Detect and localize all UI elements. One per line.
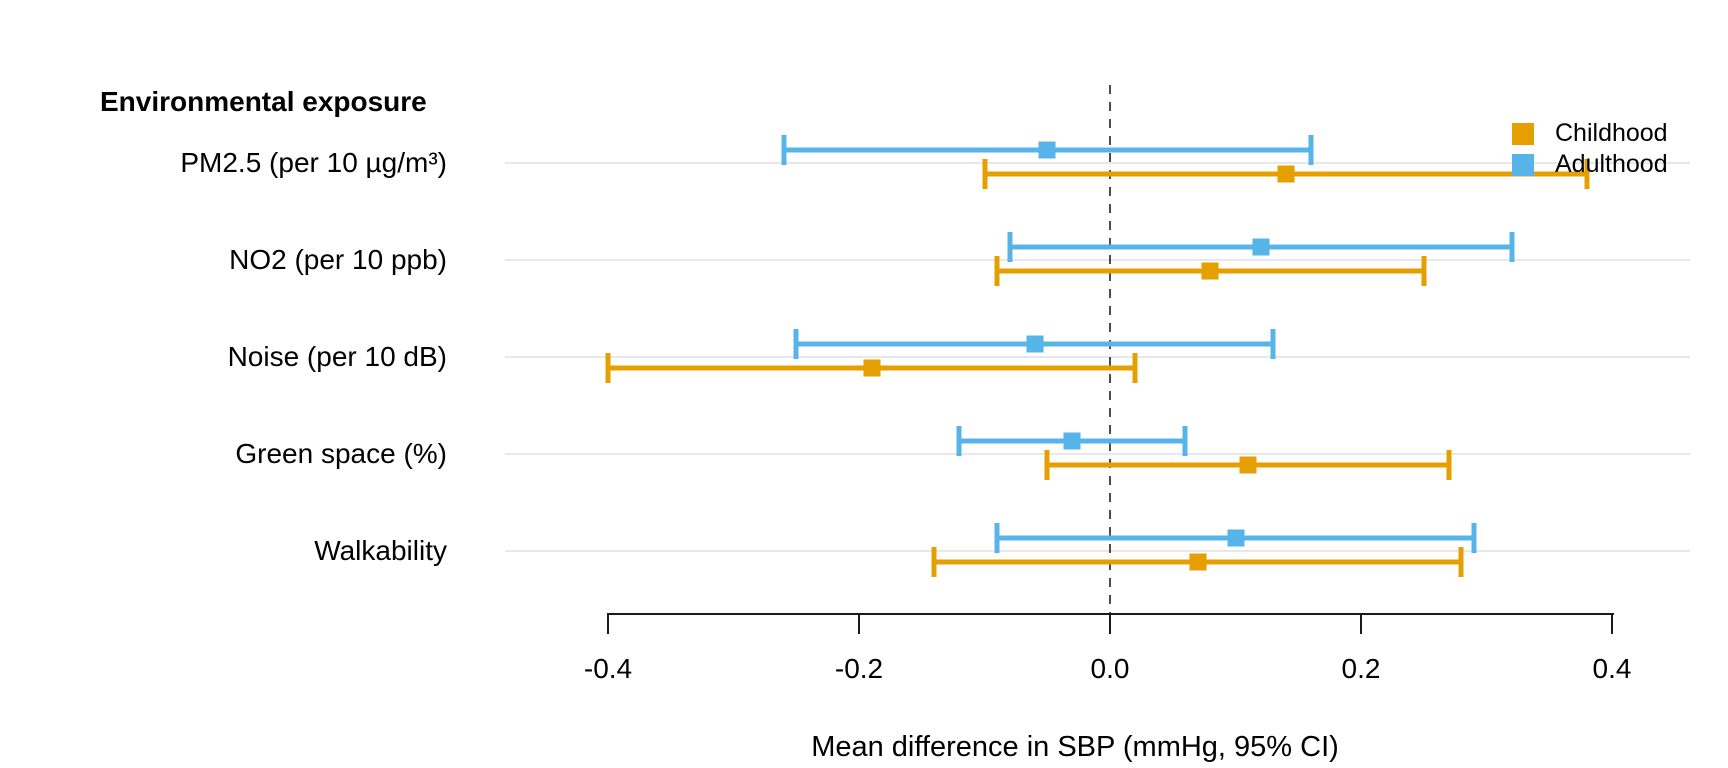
x-axis-tick bbox=[1611, 613, 1613, 634]
x-axis-tick-label: 0.2 bbox=[1341, 653, 1381, 684]
row-label: NO2 (per 10 ppb) bbox=[229, 244, 447, 275]
ci-cap-low-adulthood bbox=[793, 329, 799, 359]
ci-cap-high-childhood bbox=[1132, 353, 1138, 383]
x-axis-tick bbox=[1109, 613, 1111, 634]
ci-cap-low-adulthood bbox=[956, 426, 962, 456]
point-marker-childhood bbox=[1239, 456, 1257, 474]
gridline bbox=[505, 550, 1690, 552]
point-marker-adulthood bbox=[1063, 432, 1081, 450]
legend: Childhood Adulthood bbox=[1512, 118, 1668, 180]
ci-cap-low-childhood bbox=[605, 353, 611, 383]
legend-item-adulthood: Adulthood bbox=[1512, 149, 1668, 180]
x-axis-tick-label: -0.2 bbox=[834, 653, 884, 684]
legend-item-childhood: Childhood bbox=[1512, 118, 1668, 149]
point-marker-adulthood bbox=[1252, 238, 1270, 256]
x-axis-tick bbox=[1360, 613, 1362, 634]
ci-cap-low-childhood bbox=[982, 159, 987, 189]
legend-swatch-childhood bbox=[1512, 122, 1534, 145]
x-axis-tick-label: -0.4 bbox=[583, 653, 633, 684]
ci-cap-high-childhood bbox=[1584, 159, 1590, 189]
x-axis-tick-label: 0.0 bbox=[1090, 653, 1130, 684]
ci-cap-high-adulthood bbox=[1509, 232, 1515, 262]
legend-label: Adulthood bbox=[1555, 150, 1668, 178]
ci-cap-high-adulthood bbox=[1182, 426, 1188, 456]
gridline bbox=[505, 453, 1690, 455]
ci-cap-high-adulthood bbox=[1471, 523, 1477, 553]
gridline bbox=[505, 356, 1690, 358]
x-axis-tick bbox=[607, 613, 609, 634]
ci-cap-high-childhood bbox=[1446, 450, 1452, 480]
exposure-column-header: Environmental exposure bbox=[100, 86, 427, 117]
row-label: Walkability bbox=[314, 535, 447, 566]
ci-cap-low-adulthood bbox=[781, 135, 787, 165]
ci-cap-high-adulthood bbox=[1308, 135, 1314, 165]
ci-cap-low-childhood bbox=[931, 547, 937, 577]
ci-cap-high-adulthood bbox=[1270, 329, 1276, 359]
ci-cap-low-childhood bbox=[1044, 450, 1050, 480]
ci-cap-low-childhood bbox=[994, 256, 1000, 286]
row-label: Green space (%) bbox=[235, 438, 447, 469]
point-marker-childhood bbox=[1189, 553, 1207, 571]
point-marker-adulthood bbox=[1038, 141, 1056, 159]
ci-cap-high-childhood bbox=[1421, 256, 1427, 286]
row-label: Noise (per 10 dB) bbox=[227, 341, 447, 372]
point-marker-childhood bbox=[863, 359, 881, 377]
legend-swatch-adulthood bbox=[1512, 153, 1534, 176]
x-axis-tick-label: 0.4 bbox=[1592, 653, 1632, 684]
point-marker-adulthood bbox=[1026, 335, 1044, 353]
gridline bbox=[505, 162, 1690, 164]
point-marker-adulthood bbox=[1227, 529, 1244, 547]
x-axis-title: Mean difference in SBP (mmHg, 95% CI) bbox=[811, 731, 1339, 763]
ci-cap-high-childhood bbox=[1458, 547, 1464, 577]
x-axis-tick bbox=[858, 613, 860, 634]
legend-label: Childhood bbox=[1555, 119, 1668, 147]
zero-reference-line bbox=[1109, 85, 1111, 613]
ci-cap-low-adulthood bbox=[994, 523, 1000, 553]
row-label: PM2.5 (per 10 µg/m³) bbox=[180, 147, 447, 178]
gridline bbox=[505, 259, 1690, 261]
point-marker-childhood bbox=[1201, 262, 1219, 280]
ci-cap-low-adulthood bbox=[1007, 232, 1013, 262]
point-marker-childhood bbox=[1277, 165, 1295, 183]
